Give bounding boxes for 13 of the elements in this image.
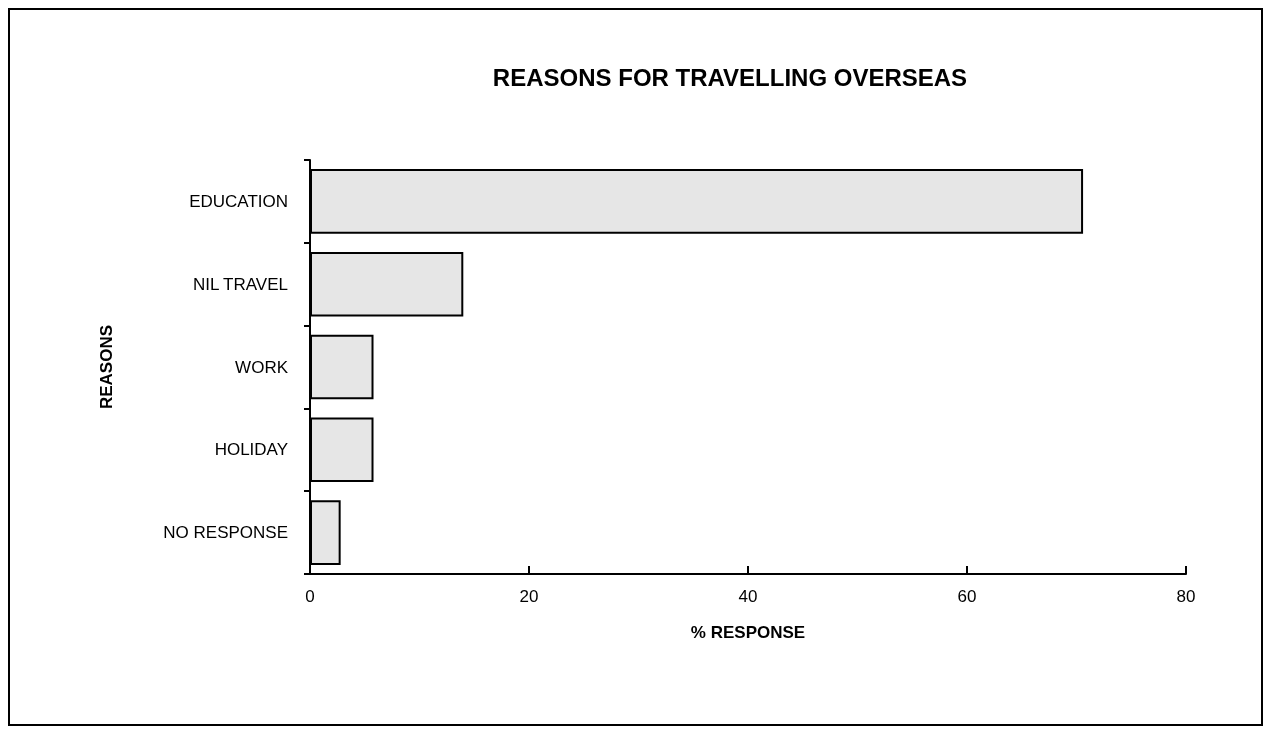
x-tick-label: 0 (305, 587, 315, 606)
y-tick-label: EDUCATION (189, 191, 288, 211)
y-tick-label: WORK (235, 357, 289, 377)
y-tick-label: NO RESPONSE (163, 523, 288, 543)
chart-title: REASONS FOR TRAVELLING OVERSEAS (492, 63, 968, 91)
x-tick-label: 60 (957, 587, 977, 606)
y-tick-label: NIL TRAVEL (192, 274, 288, 294)
x-tick-label: 20 (519, 587, 539, 606)
x-tick-label: 80 (1176, 587, 1196, 606)
y-axis-title: REASONS (97, 324, 116, 410)
x-tick-label: 40 (738, 587, 758, 606)
x-axis-title: % RESPONSE (690, 623, 806, 642)
y-tick-label: HOLIDAY (214, 440, 288, 460)
